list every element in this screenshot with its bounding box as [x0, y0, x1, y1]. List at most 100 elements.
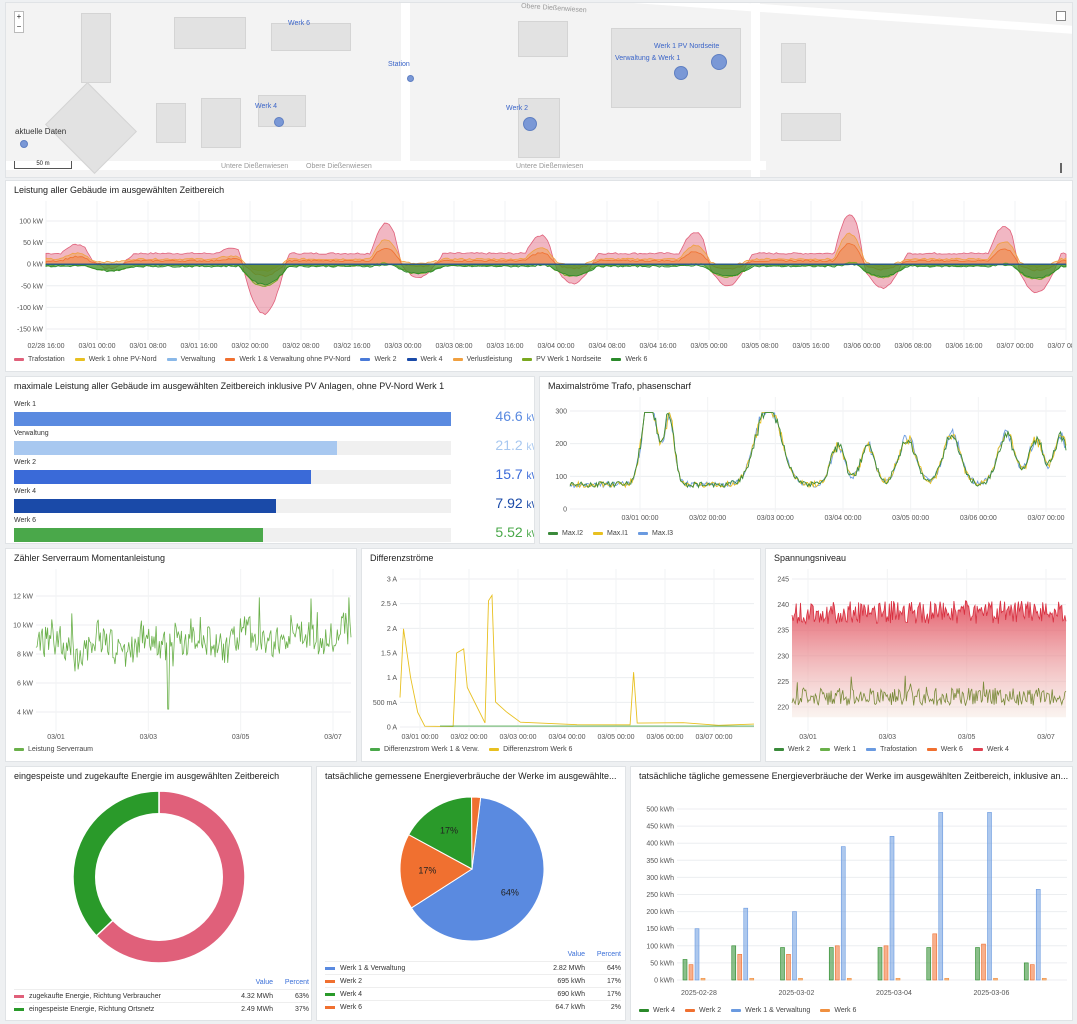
legend-row[interactable]: Werk 6 64.7 kWh 2% [325, 1000, 621, 1013]
legend-swatch [14, 1007, 24, 1011]
bar-werk-2 [786, 954, 791, 981]
bargauge-track [14, 441, 451, 455]
pie-slice [471, 796, 482, 870]
legend-item[interactable]: Werk 2 [774, 746, 810, 753]
marker-werk2[interactable] [523, 117, 537, 131]
legend-item[interactable]: Trafostation [866, 746, 917, 753]
bar-werk-4 [975, 947, 980, 981]
legend-item[interactable]: Werk 1 & Verwaltung ohne PV-Nord [225, 356, 350, 363]
marker-station[interactable] [407, 75, 414, 82]
pie-slice-label: 17% [440, 826, 458, 836]
map-panel[interactable]: Obere Dießenwiesen Untere Dießenwiesen O… [5, 2, 1073, 178]
bargauge-row: Werk 6 5.52 kW [14, 517, 534, 542]
legend-item[interactable]: Werk 1 ohne PV-Nord [74, 356, 157, 363]
legend-item[interactable]: Verlustleistung [452, 356, 512, 363]
y-tick-label: 350 kWh [646, 858, 674, 865]
legend-swatch [406, 358, 417, 361]
legend-item[interactable]: Differenzstrom Werk 6 [489, 746, 572, 753]
map-legend-label: aktuelle Daten [15, 127, 67, 136]
bargauge-fill [14, 441, 338, 455]
layers-icon[interactable] [1056, 11, 1066, 21]
residual-currents-chart[interactable]: 3 A 2.5 A 2 A 1.5 A 1 A 500 mA 0 A 03/01 00:00 0… [362, 549, 761, 762]
legend-item[interactable]: Werk 6 [820, 1007, 856, 1014]
legend-row[interactable]: Werk 2 695 kWh 17% [325, 974, 621, 987]
bargauge-fill [14, 499, 277, 513]
x-tick-label: 03/02 00:00 [232, 343, 269, 350]
bar-werk-2 [932, 933, 938, 981]
serverroom-line-chart[interactable]: 12 kW 10 kW 8 kW 6 kW 4 kW 03/01 03/03 03/05 03/… [6, 549, 357, 762]
daily-energy-bar-chart[interactable]: 500 kWh 450 kWh 400 kWh 350 kWh 300 kWh 250 k… [631, 767, 1073, 1021]
werk6-area [45, 263, 1067, 286]
legend-item[interactable]: Leistung Serverraum [14, 746, 93, 753]
bargauge-label: Werk 4 [14, 488, 37, 495]
col-percent[interactable]: Percent [596, 951, 621, 958]
legend-item[interactable]: Trafostation [14, 356, 65, 363]
y-tick-label: 1.5 A [381, 651, 397, 658]
plant-energy-pie-chart[interactable]: 64% 17% 17% [317, 767, 626, 1021]
bar-werk-4 [1023, 962, 1029, 981]
legend-item[interactable]: Werk 4 [639, 1007, 675, 1014]
trafo-currents-chart[interactable]: 300 200 100 0 03/01 00:00 03/02 00:00 03/03 00… [540, 377, 1073, 544]
x-tick-label: 03/04 00:00 [538, 343, 575, 350]
legend-item[interactable]: Werk 1 [820, 746, 856, 753]
map-road [6, 161, 766, 170]
bargauge-row: Verwaltung 21.2 kW [14, 430, 534, 455]
power-area-chart[interactable]: 100 kW 50 kW 0 kW -50 kW -100 kW -150 kW 02/28… [6, 181, 1073, 372]
y-tick-label: 0 kW [27, 262, 43, 269]
map-building [156, 103, 186, 143]
col-value[interactable]: Value [255, 979, 273, 986]
x-tick-label: 03/01 00:00 [402, 734, 439, 741]
marker-werk1-pv-nord[interactable] [711, 54, 727, 70]
legend-item[interactable]: Max.I3 [638, 530, 673, 537]
legend-row[interactable]: eingespeiste Energie, Richtung Ortsnetz 2… [14, 1002, 309, 1015]
legend-item[interactable]: Werk 2 [360, 356, 397, 363]
werk4-voltage-line [791, 600, 1067, 625]
legend-item[interactable]: Werk 6 [611, 356, 647, 363]
legend-swatch [14, 358, 24, 361]
legend-value: 695 kWh [557, 977, 585, 985]
legend-row[interactable]: Werk 4 690 kWh 17% [325, 987, 621, 1000]
info-icon[interactable] [1060, 163, 1066, 173]
col-value[interactable]: Value [567, 951, 585, 958]
bar-werk-1-verwaltung [889, 836, 895, 981]
legend-item[interactable]: Max.I1 [593, 530, 628, 537]
col-percent[interactable]: Percent [284, 979, 309, 986]
marker-verwaltung-werk1[interactable] [674, 66, 688, 80]
voltage-chart[interactable]: 245 240 235 230 225 220 03/01 03/03 03/05 03/07 [766, 549, 1073, 762]
legend-row[interactable]: Werk 1 & Verwaltung 2.82 MWh 64% [325, 961, 621, 974]
legend-label: Werk 4 [420, 356, 443, 363]
chart-legend: Trafostation Werk 1 ohne PV-Nord Verwaltun… [14, 356, 1064, 363]
legend-item[interactable]: PV Werk 1 Nordseite [522, 356, 601, 363]
legend-label: Werk 6 [340, 1003, 363, 1011]
voltage-band-area [792, 600, 1066, 718]
energy-donut-chart[interactable] [6, 767, 312, 1021]
legend-item[interactable]: Werk 4 [972, 746, 1009, 753]
x-tick-label: 03/01 00:00 [622, 515, 659, 522]
x-tick-label: 03/07 00:00 [1028, 515, 1065, 522]
legend-item[interactable]: Werk 4 [406, 356, 443, 363]
x-tick-label: 03/03 08:00 [436, 343, 473, 350]
map-building [271, 23, 351, 51]
zoom-in-button[interactable]: + [16, 12, 22, 21]
legend-item[interactable]: Differenzstrom Werk 1 & Verw. [370, 746, 479, 753]
map-zoom-control: + − [14, 11, 24, 33]
legend-item[interactable]: Max.I2 [548, 530, 583, 537]
x-tick-label: 03/05 16:00 [793, 343, 830, 350]
y-tick-label: 230 [777, 653, 789, 660]
legend-label: Trafostation [28, 356, 65, 363]
zoom-out-button[interactable]: − [16, 22, 22, 31]
x-tick-label: 03/02 00:00 [689, 515, 726, 522]
legend-item[interactable]: Verwaltung [166, 356, 215, 363]
legend-label: Werk 1 & Verwaltung [745, 1007, 811, 1014]
x-tick-label: 03/05 00:00 [892, 515, 929, 522]
bar-werk-6 [895, 977, 901, 981]
value-number: 5.52 [495, 524, 523, 540]
legend-row[interactable]: zugekaufte Energie, Richtung Verbraucher… [14, 989, 309, 1002]
marker-werk4[interactable] [274, 117, 284, 127]
bar-werk-6 [846, 977, 852, 981]
legend-item[interactable]: Werk 2 [685, 1007, 721, 1014]
y-tick-label: 12 kW [13, 594, 33, 601]
legend-label: Max.I1 [607, 530, 629, 537]
legend-item[interactable]: Werk 1 & Verwaltung [731, 1007, 810, 1014]
legend-item[interactable]: Werk 6 [926, 746, 963, 753]
